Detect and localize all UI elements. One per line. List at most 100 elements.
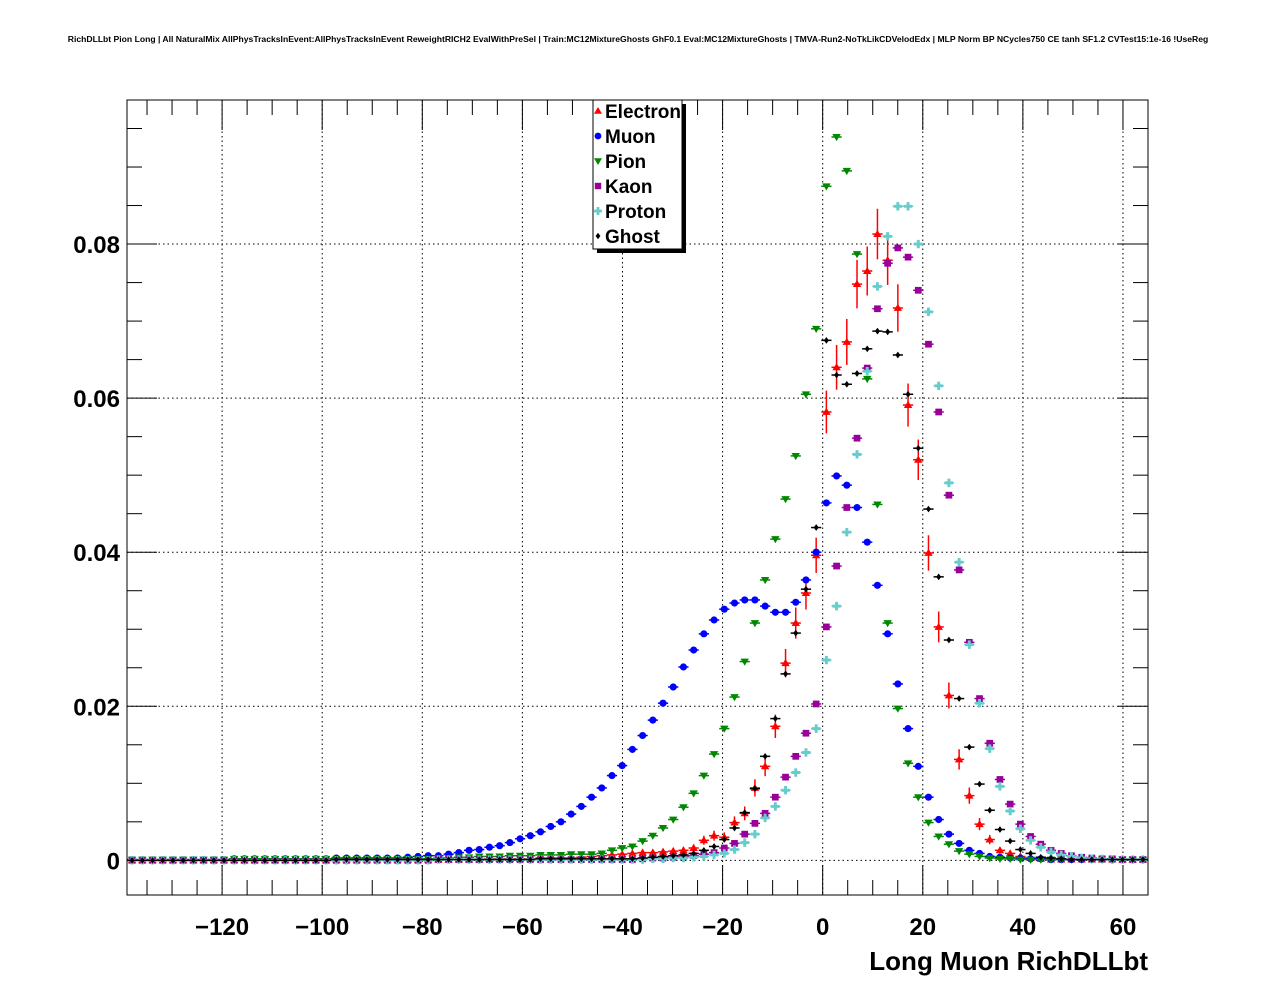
x-tick-label: −120 [195,914,249,941]
data-point [996,776,1004,783]
data-point [597,850,606,858]
data-point [741,596,749,604]
data-point [485,843,494,851]
data-point [955,839,963,847]
data-point [852,450,862,459]
data-point [883,620,892,628]
data-point [618,762,626,770]
data-point [944,478,954,488]
data-point [648,832,658,840]
x-tick-label: −40 [602,914,643,941]
data-point [639,731,647,740]
data-point [1017,846,1023,853]
data-point [629,855,635,863]
data-point [577,802,585,810]
data-point [709,831,719,839]
data-point [303,856,309,864]
data-point [965,791,974,799]
data-point [781,786,790,795]
data-point [894,244,902,252]
data-point [975,819,984,828]
legend-label-ghost: Ghost [605,227,661,248]
data-point [679,804,688,812]
data-point [721,836,727,843]
legend-marker-ghost [595,232,601,240]
data-point [802,729,810,737]
data-point [924,819,933,827]
data-point [954,558,964,567]
data-point [811,724,821,733]
data-point [720,605,728,613]
data-point [924,307,933,317]
data-point [1005,849,1015,857]
data-point [1109,856,1115,863]
data-point [180,856,186,864]
data-point [476,856,482,863]
data-point [905,390,911,398]
data-point [752,785,758,793]
data-point [1005,806,1015,816]
data-point [628,843,637,851]
data-point [976,695,983,702]
data-point [956,695,962,702]
data-point [689,843,698,851]
data-point [781,658,790,667]
data-point [568,855,574,863]
data-point [607,847,617,855]
y-tick-labels: 0 0.02 0.04 0.06 0.08 [73,232,120,875]
x-tick-label: 60 [1110,914,1137,941]
data-point [1046,847,1056,857]
data-point [659,699,667,707]
legend-box [592,99,683,250]
data-marks [127,134,1148,865]
data-point [924,548,933,556]
data-point [617,845,627,853]
data-point [935,408,943,416]
data-point [832,363,841,371]
data-point [699,772,709,780]
data-point [1016,824,1025,833]
data-point [893,303,903,311]
data-point [690,646,698,654]
data-point [129,856,135,864]
data-point [995,782,1005,791]
data-point [516,835,524,843]
data-point [1017,820,1024,828]
data-point [282,856,288,864]
data-point [1006,800,1014,808]
data-point [638,848,647,856]
data-point [658,847,668,855]
data-point [813,524,819,531]
data-point [771,536,780,544]
data-point [977,780,983,788]
legend-label-pion: Pion [605,152,646,173]
data-point [914,762,922,770]
data-point [945,830,953,838]
data-point [699,852,709,861]
series-kaon [127,244,1148,864]
data-point [884,259,892,267]
data-point [1119,856,1125,863]
data-point [924,793,933,801]
data-point [873,501,882,509]
data-point [1036,843,1045,852]
data-point [415,856,421,863]
data-point [720,849,729,858]
data-point [292,856,298,864]
data-point [966,743,972,751]
data-point [374,856,380,863]
data-point [801,391,811,399]
data-point [944,841,954,849]
data-point [914,286,922,294]
data-point [914,455,923,463]
data-point [557,818,565,826]
data-point [669,846,678,855]
data-point [1028,850,1034,857]
data-point [587,793,596,801]
data-point [934,381,943,390]
data-point [954,848,964,856]
data-point [731,840,738,847]
data-point [466,856,472,863]
data-point [934,622,943,630]
data-point [139,856,145,864]
